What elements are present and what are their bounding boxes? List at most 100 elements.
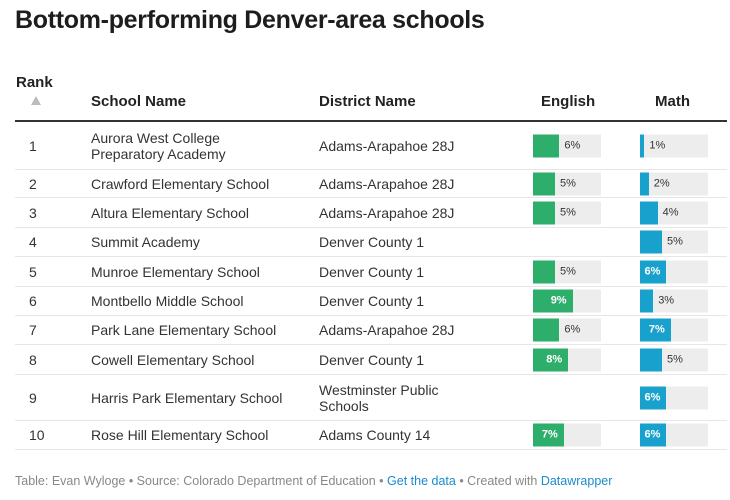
english-bar (533, 260, 555, 283)
district-name-cell: Adams-Arapahoe 28J (319, 322, 455, 338)
school-name-cell: Harris Park Elementary School (91, 389, 283, 406)
datawrapper-link[interactable]: Datawrapper (540, 474, 613, 488)
school-name-cell: Cowell Elementary School (91, 351, 255, 368)
math-bar-track: 6% (640, 260, 708, 283)
school-name-cell: Park Lane Elementary School (91, 322, 277, 338)
header-math[interactable]: Math (655, 93, 690, 110)
school-name-cell: Montbello Middle School (91, 293, 244, 309)
english-bar (533, 289, 573, 313)
english-value-label: 6% (564, 139, 581, 151)
header-district[interactable]: District Name (319, 93, 416, 110)
math-value-label: 2% (653, 177, 670, 189)
english-bar (533, 172, 555, 195)
district-name-cell: Denver County 1 (319, 351, 425, 368)
rank-cell: 7 (29, 322, 37, 338)
english-bar-track: 8% (533, 348, 601, 371)
english-bar (533, 201, 555, 224)
rank-cell: 9 (29, 389, 37, 406)
header-rank[interactable]: Rank (16, 74, 53, 91)
math-value-label: 3% (658, 294, 675, 307)
rank-cell: 2 (29, 175, 37, 192)
header-english[interactable]: English (541, 93, 596, 110)
math-value-label: 5% (667, 235, 683, 248)
english-bar (533, 423, 564, 447)
english-bar-track: 6% (533, 318, 601, 342)
table-row: 1 Aurora West College Preparatory Academy… (15, 122, 727, 170)
table-row: 8 Cowell Elementary School Denver County 1… (15, 345, 727, 375)
chart-title: Bottom-performing Denver-area schools (15, 6, 485, 34)
school-name-cell: Altura Elementary School (91, 204, 249, 221)
english-bar-track: 9% (533, 289, 601, 313)
rank-cell: 1 (29, 137, 37, 154)
math-value-label: 1% (649, 139, 666, 151)
rank-cell: 5 (29, 263, 37, 280)
english-value-label: 7% (541, 428, 558, 441)
school-name-cell: Rose Hill Elementary School (91, 427, 269, 443)
math-bar (640, 134, 645, 157)
rank-cell: 6 (29, 293, 37, 309)
math-bar-track: 1% (640, 134, 708, 157)
math-bar (640, 318, 671, 342)
district-name-cell: Denver County 1 (319, 234, 425, 250)
math-bar (640, 201, 658, 224)
english-value-label: 5% (560, 206, 576, 218)
sort-ascending-icon[interactable] (31, 96, 41, 105)
math-bar-track: 2% (640, 172, 708, 195)
english-bar (533, 134, 560, 157)
math-bar (640, 260, 667, 283)
math-value-label: 6% (644, 428, 661, 441)
table-row: 7 Park Lane Elementary School Adams-Arapah… (15, 316, 727, 345)
math-value-label: 7% (648, 323, 665, 336)
english-value-label: 5% (560, 177, 576, 189)
english-value-label: 5% (560, 265, 576, 277)
table-row: 3 Altura Elementary School Adams-Arapahoe … (15, 198, 727, 228)
school-name-cell: Crawford Elementary School (91, 175, 270, 192)
district-name-cell: Westminster Public Schools (319, 381, 439, 414)
english-bar-track: 5% (533, 172, 601, 195)
footer-credits: Table: Evan Wyloge • Source: Colorado De… (15, 474, 388, 488)
math-bar (640, 386, 667, 409)
district-name-cell: Adams-Arapahoe 28J (319, 204, 455, 221)
english-bar (533, 348, 569, 371)
math-value-label: 4% (662, 206, 679, 218)
district-name-cell: Denver County 1 (319, 293, 425, 309)
english-bar-track: 6% (533, 134, 601, 157)
header-divider (15, 120, 727, 122)
rank-cell: 4 (29, 234, 37, 250)
table-row: 5 Munroe Elementary School Denver County 1… (15, 257, 727, 287)
math-bar-track: 6% (640, 423, 708, 447)
rank-cell: 10 (29, 427, 45, 443)
math-bar (640, 172, 649, 195)
header-school[interactable]: School Name (91, 93, 187, 110)
table-row: 10 Rose Hill Elementary School Adams Count… (15, 421, 727, 450)
table-row: 2 Crawford Elementary School Adams-Arapaho… (15, 170, 727, 198)
district-name-cell: Denver County 1 (319, 263, 425, 280)
get-data-link[interactable]: Get the data (387, 474, 456, 488)
table-row: 9 Harris Park Elementary School Westminste… (15, 375, 727, 421)
footer-created: • Created with (455, 474, 541, 488)
math-value-label: 6% (644, 265, 661, 277)
district-name-cell: Adams-Arapahoe 28J (319, 175, 455, 192)
school-name-cell: Munroe Elementary School (91, 263, 260, 280)
english-bar-track: 5% (533, 260, 601, 283)
district-name-cell: Adams-Arapahoe 28J (319, 137, 455, 154)
english-value-label: 9% (550, 294, 567, 307)
math-value-label: 5% (667, 353, 683, 365)
table-row: 6 Montbello Middle School Denver County 1 9… (15, 287, 727, 316)
math-bar-track: 6% (640, 386, 708, 409)
math-bar (640, 423, 667, 447)
english-bar-track: 5% (533, 201, 601, 224)
math-bar-track: 7% (640, 318, 708, 342)
english-value-label: 8% (546, 353, 563, 365)
math-bar-track: 3% (640, 289, 708, 313)
math-bar-track: 5% (640, 230, 708, 254)
rank-cell: 8 (29, 351, 37, 368)
english-bar (533, 318, 560, 342)
math-value-label: 6% (644, 391, 661, 403)
district-name-cell: Adams County 14 (319, 427, 431, 443)
math-bar (640, 289, 654, 313)
school-name-cell: Aurora West College Preparatory Academy (91, 129, 226, 162)
math-bar-track: 4% (640, 201, 708, 224)
math-bar (640, 230, 662, 254)
